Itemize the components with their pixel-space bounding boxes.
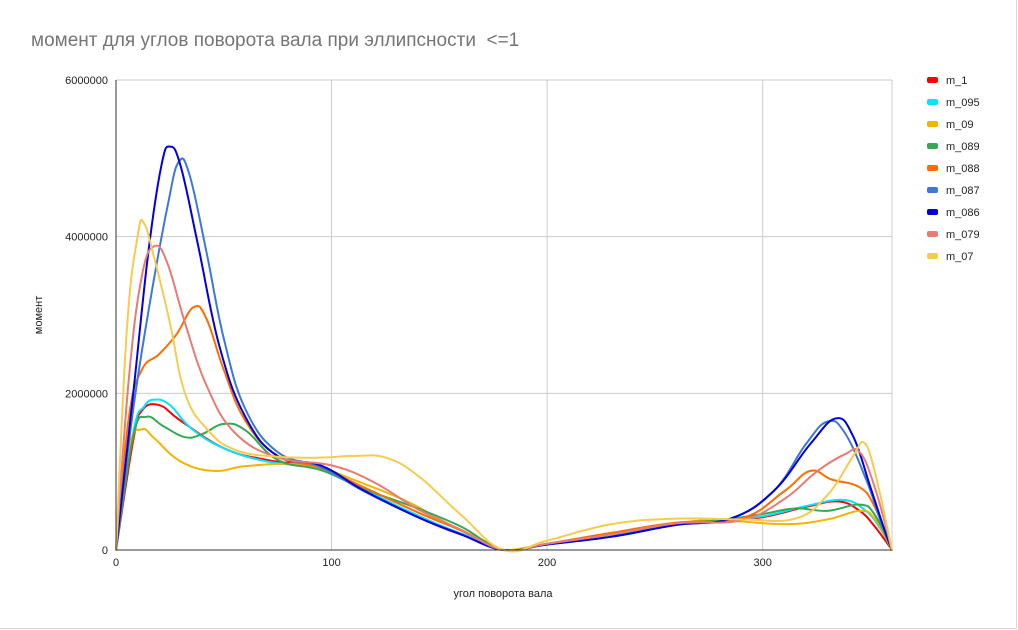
legend-swatch-m_079: [927, 231, 938, 237]
series-line-m_089: [115, 415, 893, 552]
series-line-m_086: [115, 145, 893, 552]
legend-swatch-m_09: [927, 121, 938, 127]
y-tick-label: 2000000: [65, 388, 108, 400]
x-tick-label: 100: [322, 557, 340, 569]
y-axis-label: момент: [33, 296, 45, 334]
x-tick-label: 300: [753, 557, 771, 569]
axis-layer: 0 100 200 300 0 2000000 4000000 6000000: [65, 75, 892, 569]
series-layer: [115, 145, 893, 553]
series-line-m_079: [115, 244, 893, 552]
legend-label-m_088: m_088: [946, 163, 980, 175]
chart-title: момент для углов поворота вала при эллип…: [31, 30, 520, 51]
legend-swatch-m_087: [927, 187, 938, 193]
legend: m_1 m_095 m_09 m_089 m_088 m_087 m_086 m_079 m_0…: [927, 75, 980, 263]
x-tick-label: 200: [538, 557, 556, 569]
legend-swatch-m_1: [927, 77, 938, 83]
series-line-m_07: [115, 218, 893, 553]
legend-label-m_09: m_09: [946, 119, 974, 131]
grid-layer: [116, 79, 893, 550]
legend-label-m_1: m_1: [946, 75, 967, 87]
legend-swatch-m_07: [927, 253, 938, 259]
y-tick-label: 6000000: [65, 75, 108, 87]
legend-label-m_079: m_079: [946, 229, 980, 241]
legend-label-m_089: m_089: [946, 141, 980, 153]
legend-swatch-m_089: [927, 143, 938, 149]
series-line-m_088: [115, 304, 893, 552]
series-line-m_095: [115, 398, 893, 552]
x-tick-label: 0: [113, 557, 119, 569]
x-axis-label: угол поворота вала: [454, 588, 554, 600]
legend-label-m_087: m_087: [946, 185, 980, 197]
y-tick-label: 0: [102, 545, 108, 557]
series-line-m_087: [115, 157, 893, 552]
legend-label-m_07: m_07: [946, 251, 974, 263]
legend-label-m_095: m_095: [946, 97, 980, 109]
legend-label-m_086: m_086: [946, 207, 980, 219]
y-tick-label: 4000000: [65, 232, 108, 244]
series-line-m_1: [115, 403, 893, 552]
legend-swatch-m_086: [927, 209, 938, 215]
legend-swatch-m_095: [927, 99, 938, 105]
legend-swatch-m_088: [927, 165, 938, 171]
